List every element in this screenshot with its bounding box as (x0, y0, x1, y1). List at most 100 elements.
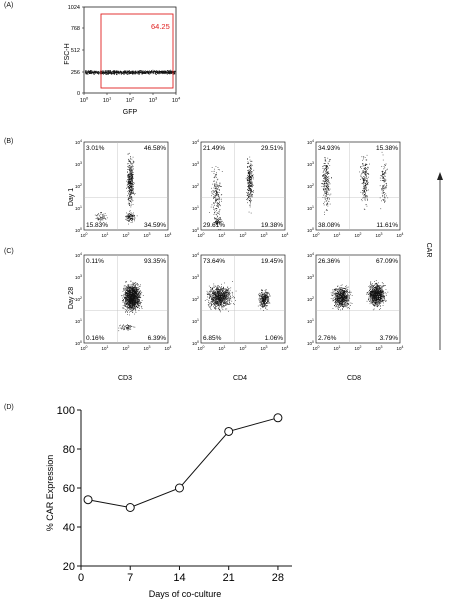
flow-dot (211, 287, 213, 289)
flow-dot (133, 193, 135, 194)
flow-dot (133, 174, 134, 175)
dot-plot-x-tick-label: 103 (261, 232, 268, 238)
gfp-dot (111, 72, 113, 74)
flow-dot (220, 205, 221, 207)
flow-dot (217, 189, 219, 190)
flow-dot (233, 297, 235, 299)
flow-dot (219, 291, 220, 292)
flow-dot (103, 216, 105, 218)
flow-dot (215, 223, 217, 224)
flow-dot (121, 325, 123, 327)
flow-dot (251, 186, 253, 188)
flow-dot (132, 287, 133, 288)
flow-dot (130, 218, 132, 219)
flow-dot (217, 167, 219, 168)
flow-dot (131, 186, 133, 187)
flow-dot (221, 287, 222, 289)
flow-dot (126, 327, 128, 329)
flow-dot (132, 306, 133, 308)
flow-dot (135, 293, 137, 294)
flow-dot (126, 215, 128, 217)
flow-dot (219, 209, 221, 210)
flow-dot (366, 190, 367, 192)
flow-dot (129, 301, 130, 302)
flow-dot (128, 176, 130, 177)
flow-dot (134, 292, 136, 294)
gfp-dot (170, 73, 172, 74)
gfp-dot (100, 71, 101, 73)
flow-dot (126, 293, 128, 294)
flow-dot (327, 185, 328, 187)
flow-dot (211, 303, 213, 305)
flow-dot (218, 292, 220, 294)
flow-dot (138, 293, 140, 295)
flow-dot (218, 186, 219, 188)
flow-dot (247, 173, 249, 175)
flow-dot (216, 195, 218, 197)
flow-dot (380, 175, 382, 176)
flow-dot (133, 283, 134, 285)
flow-dot (383, 180, 385, 182)
flow-dot (124, 287, 126, 289)
flow-dot (136, 298, 138, 300)
flow-dot (248, 195, 250, 197)
flow-dot (129, 292, 131, 293)
flow-dot (207, 304, 209, 305)
gfp-dot (106, 74, 107, 75)
flow-dot (126, 306, 128, 307)
flow-dot (129, 300, 131, 302)
flow-dot (221, 298, 223, 299)
flow-dot (367, 183, 369, 185)
flow-dot (135, 310, 137, 312)
flow-dot (129, 188, 131, 190)
flow-dot (217, 303, 218, 305)
flow-dot (384, 200, 385, 202)
flow-dot (134, 297, 136, 299)
gfp-dot (130, 71, 132, 72)
flow-dot (130, 197, 131, 198)
flow-dot (249, 182, 251, 184)
flow-dot (381, 192, 383, 194)
flow-dot (246, 176, 248, 178)
flow-dot (123, 326, 125, 328)
flow-dot (384, 194, 385, 195)
dot-plot-x-tick-label: 103 (144, 232, 151, 238)
flow-dot (214, 297, 215, 299)
flow-dot (383, 196, 385, 198)
flow-dot (131, 289, 133, 291)
flow-dot (364, 185, 366, 186)
flow-dot (250, 172, 251, 174)
flow-dot (128, 326, 129, 328)
gfp-dot (137, 73, 139, 75)
gfp-dot (135, 72, 136, 74)
flow-dot (325, 190, 327, 192)
flow-dot (367, 199, 368, 201)
flow-dot (215, 220, 217, 222)
flow-dot (124, 298, 126, 300)
flow-dot (327, 171, 329, 173)
flow-dot (326, 180, 327, 181)
flow-dot (249, 190, 251, 192)
gfp-dot (90, 70, 91, 71)
flow-dot (229, 300, 231, 301)
gfp-dot (128, 72, 130, 74)
flow-dot (131, 173, 133, 175)
flow-dot (128, 297, 130, 299)
flow-dot (221, 298, 223, 300)
flow-dot (132, 296, 134, 298)
flow-dot (216, 202, 218, 204)
flow-dot (363, 186, 365, 188)
flow-dot (133, 300, 134, 302)
gfp-dot (165, 73, 167, 74)
flow-dot (132, 286, 133, 287)
flow-dot (134, 295, 135, 297)
gfp-dot (148, 72, 150, 74)
flow-dot (327, 202, 328, 204)
flow-dot (211, 204, 213, 206)
flow-dot (132, 179, 133, 181)
flow-dot (250, 192, 251, 194)
gfp-dot (166, 71, 167, 73)
flow-dot (328, 176, 330, 177)
flow-dot (126, 325, 127, 326)
flow-dot (139, 288, 140, 290)
